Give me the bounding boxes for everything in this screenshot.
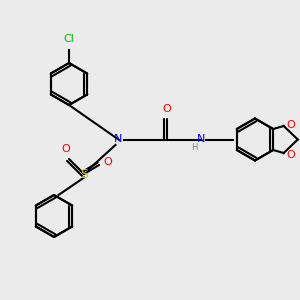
- Text: O: O: [61, 145, 70, 154]
- Text: O: O: [103, 157, 112, 167]
- Text: N: N: [114, 134, 123, 145]
- Text: N: N: [197, 134, 205, 145]
- Text: O: O: [287, 119, 296, 130]
- Text: Cl: Cl: [64, 34, 74, 44]
- Text: O: O: [162, 104, 171, 114]
- Text: S: S: [80, 167, 88, 181]
- Text: H: H: [191, 143, 198, 152]
- Text: O: O: [287, 149, 296, 160]
